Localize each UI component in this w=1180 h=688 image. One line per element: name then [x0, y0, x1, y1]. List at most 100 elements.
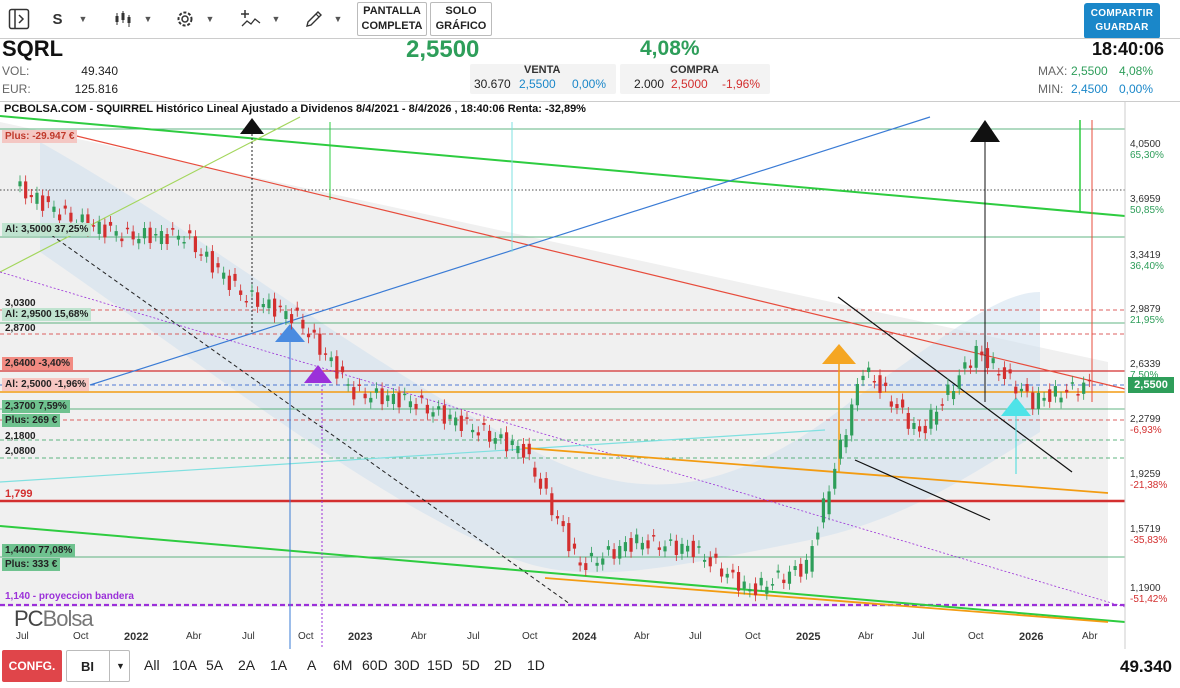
candle-body [838, 439, 842, 459]
candle-body [968, 365, 973, 368]
fullscreen-button[interactable]: PANTALLA COMPLETA [357, 2, 427, 36]
total-volume: 49.340 [1120, 657, 1172, 676]
timeframe-button[interactable]: 1A [270, 657, 288, 673]
candle-body [176, 235, 181, 240]
candle-body [46, 196, 50, 203]
candle-body [363, 393, 367, 399]
candle-body [799, 563, 803, 577]
candle-body [782, 579, 786, 584]
timeframe-button[interactable]: 10A [172, 657, 197, 673]
timeframe-button[interactable]: 2D [494, 657, 512, 673]
fullscreen-label-line2: COMPLETA [361, 20, 423, 32]
timeframe-button[interactable]: 15D [427, 657, 453, 673]
candle-body [980, 351, 984, 356]
candle-body [533, 467, 537, 477]
timeframe-button[interactable]: 2A [238, 657, 256, 673]
timeframe-button[interactable]: 30D [394, 657, 420, 673]
candle-body [640, 542, 644, 550]
candle-body [278, 305, 282, 308]
candle-body [159, 231, 164, 245]
volume-label: VOL: [2, 64, 30, 78]
candle-body [182, 241, 186, 244]
candle-body [199, 254, 203, 256]
percent-change: 4,08% [640, 37, 700, 60]
candle-body [736, 572, 741, 591]
candle-body [567, 523, 571, 552]
candle-body [867, 367, 871, 373]
timeframe-button[interactable]: All [144, 657, 160, 673]
sidebar-toggle-button[interactable] [6, 4, 32, 34]
chart-title: PCBOLSA.COM - SQUIRREL Histórico Lineal … [4, 103, 586, 115]
x-axis-label: Jul [689, 631, 702, 642]
timeframe-button[interactable]: 1D [527, 657, 545, 673]
candle-body [589, 552, 594, 557]
candle-body [137, 238, 141, 244]
x-axis-label: Oct [73, 631, 89, 642]
timeframe-button[interactable]: 6M [333, 657, 353, 673]
timeframe-button[interactable]: 5D [462, 657, 480, 673]
candle-body [872, 380, 876, 383]
candle-body [714, 553, 718, 558]
candle-body [776, 570, 780, 573]
x-axis-label: Oct [968, 631, 984, 642]
candle-body [504, 432, 509, 452]
candle-body [985, 348, 990, 369]
candle-body [748, 589, 752, 592]
y-axis-price: 3,6959 [1130, 194, 1161, 205]
x-axis-label: Jul [16, 631, 29, 642]
drawing-tools-dropdown[interactable]: ▼ [300, 4, 346, 34]
symbol-letter: S [52, 10, 63, 28]
candle-body [674, 540, 678, 556]
indicators-dropdown[interactable]: ▼ [236, 4, 284, 34]
period-select[interactable]: BI ▼ [66, 650, 130, 682]
left-price-tag: 1,140 - proyeccion bandera [5, 591, 134, 602]
candle-body [963, 362, 967, 369]
candle-body [267, 299, 271, 309]
chart-type-dropdown[interactable]: ▼ [110, 4, 156, 34]
candle-body [465, 417, 469, 419]
left-price-tag: 2,0800 [5, 446, 36, 457]
candle-body [901, 399, 905, 408]
candle-body [35, 192, 39, 204]
config-button[interactable]: CONFG. [2, 650, 62, 682]
candle-body [572, 543, 577, 549]
chart-canvas[interactable] [0, 102, 1180, 649]
chart-only-button[interactable]: SOLO GRÁFICO [430, 2, 492, 36]
y-axis-percent: 65,30% [1130, 150, 1164, 161]
timeframe-button[interactable]: A [307, 657, 317, 673]
candle-body [997, 373, 1001, 376]
candle-body [352, 387, 356, 400]
candle-body [205, 251, 209, 257]
timeframe-button[interactable]: 5A [206, 657, 224, 673]
euro-volume-value: 125.816 [74, 82, 118, 96]
timeframe-button[interactable]: 60D [362, 657, 388, 673]
share-save-button[interactable]: COMPARTIR GUARDAR [1084, 3, 1160, 39]
candle-body [120, 238, 124, 242]
bid-title: VENTA [524, 64, 561, 76]
candle-body [663, 546, 667, 552]
y-axis-percent: -35,83% [1130, 535, 1168, 546]
settings-dropdown[interactable]: ▼ [170, 4, 218, 34]
candle-body [193, 236, 197, 253]
candle-body [1076, 393, 1080, 396]
candle-body [861, 375, 865, 381]
x-axis-label: Jul [242, 631, 255, 642]
ask-percent: -1,96% [722, 77, 761, 91]
candle-body [488, 430, 492, 442]
candle-body [24, 181, 28, 199]
candle-body [759, 577, 763, 586]
candle-body [420, 395, 424, 398]
symbol-dropdown[interactable]: S ▼ [46, 4, 94, 34]
left-price-tag: 3,0300 [5, 298, 36, 309]
candle-body [425, 404, 429, 414]
candle-body [91, 225, 96, 227]
candle-body [482, 423, 486, 425]
candle-body [1070, 382, 1074, 384]
candle-body [1008, 369, 1012, 374]
chart-only-label-line2: GRÁFICO [435, 20, 487, 32]
price-chart[interactable] [0, 101, 1180, 649]
y-axis-price: 2,6339 [1130, 359, 1161, 370]
candle-body [142, 228, 147, 239]
candle-body [527, 443, 531, 455]
candle-body [233, 273, 237, 281]
